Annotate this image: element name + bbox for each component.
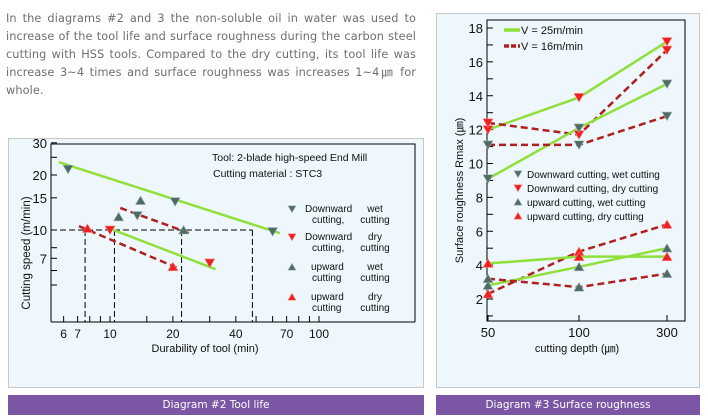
caption-surface-roughness: Diagram #3 Surface roughness xyxy=(436,395,700,415)
tool-life-chart-panel xyxy=(8,138,424,388)
intro-paragraph: In the diagrams #2 and 3 the non-soluble… xyxy=(6,12,416,97)
surface-roughness-chart-panel xyxy=(436,13,700,388)
caption-tool-life: Diagram #2 Tool life xyxy=(8,395,424,415)
